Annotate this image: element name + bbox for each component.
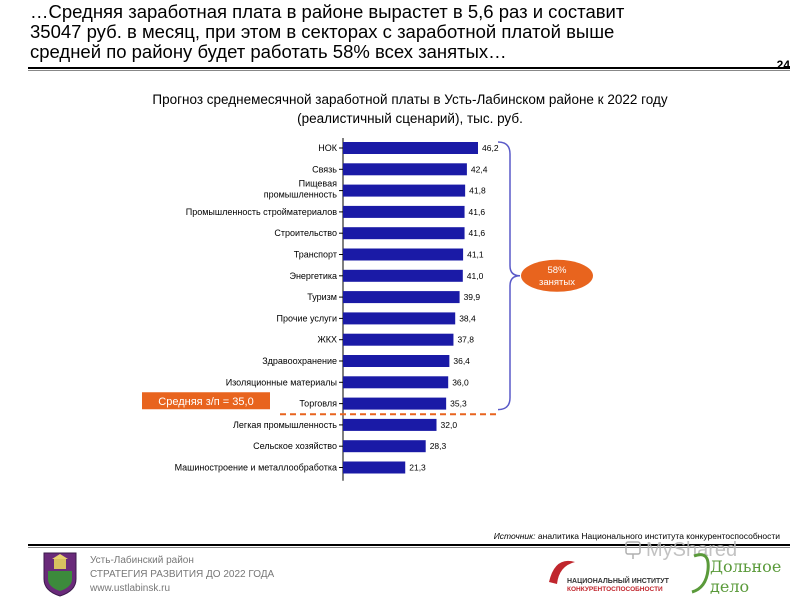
footer-divider-thin (28, 547, 790, 548)
headline-line-2: 35047 руб. в месяц, при этом в секторах … (30, 21, 615, 42)
footer-url[interactable]: www.ustlabinsk.ru (90, 583, 171, 594)
category-label-5: Транспорт (294, 250, 337, 260)
value-label-2: 41,8 (469, 186, 486, 196)
chart-title-line-2: (реалистичный сценарий), тыс. руб. (297, 111, 523, 126)
category-label-7: Туризм (307, 292, 337, 302)
bar-5 (343, 248, 464, 261)
value-label-6: 41,0 (467, 271, 484, 281)
bar-7 (343, 291, 460, 304)
footer-district: Усть-Лабинский район (90, 555, 194, 566)
value-label-7: 39,9 (464, 292, 481, 302)
bar-15 (343, 461, 406, 474)
value-label-3: 41,6 (469, 207, 486, 217)
slide-headline: …Средняя заработная плата в районе вырас… (30, 2, 730, 62)
category-label-3: Промышленность стройматериалов (186, 207, 337, 217)
header-divider (28, 67, 790, 69)
bar-9 (343, 333, 454, 346)
bar-10 (343, 355, 450, 367)
watermark-icon (625, 541, 641, 559)
nik-logo: НАЦИОНАЛЬНЫЙ ИНСТИТУТ КОНКУРЕНТОСПОСОБНО… (549, 560, 670, 593)
category-label-6: Энергетика (289, 271, 337, 281)
value-label-5: 41,1 (467, 250, 484, 260)
category-label-15: Машиностроение и металлообработка (175, 463, 337, 473)
bar-chart: 46,2 НОК 42,4 Связь 41,8 Пищеваяпромышленност… (142, 138, 593, 481)
bar-3 (343, 205, 465, 218)
footer-info: Усть-Лабинский район СТРАТЕГИЯ РАЗВИТИЯ … (90, 554, 274, 596)
bar-8 (343, 312, 456, 325)
category-label-8: Прочие услуги (277, 313, 337, 323)
bar-6 (343, 269, 463, 282)
page-number: 24 (776, 58, 790, 72)
value-label-14: 28,3 (430, 441, 447, 451)
nik-logo-line-1: НАЦИОНАЛЬНЫЙ ИНСТИТУТ (567, 576, 670, 585)
watermark: MyShared (625, 539, 737, 561)
value-label-10: 36,4 (453, 356, 470, 366)
category-label-13: Легкая промышленность (233, 420, 337, 430)
chart-title: Прогноз среднемесячной заработной платы … (100, 90, 720, 128)
category-label-4: Строительство (274, 228, 337, 238)
category-label-2-1: промышленность (264, 190, 338, 200)
value-label-8: 38,4 (459, 313, 476, 323)
value-label-9: 37,8 (457, 335, 474, 345)
watermark-text: MyShared (646, 539, 737, 561)
dp-logo: Дольное дело (691, 553, 781, 596)
headline-line-3: средней по району будет работать 58% все… (30, 41, 507, 62)
category-label-14: Сельское хозяйство (253, 441, 337, 451)
source-note: Источник: аналитика Национального инстит… (494, 531, 780, 541)
dp-leaf-icon (691, 553, 710, 594)
footer-strategy: СТРАТЕГИЯ РАЗВИТИЯ ДО 2022 ГОДА (90, 569, 275, 580)
value-label-0: 46,2 (482, 143, 499, 153)
bar-14 (343, 440, 426, 453)
bracket-badge-line-2: занятых (539, 277, 575, 288)
district-emblem-icon (43, 552, 77, 597)
category-label-1: Связь (312, 164, 337, 174)
value-label-1: 42,4 (471, 164, 488, 174)
source-text: аналитика Национального института конкур… (535, 531, 780, 541)
bar-13 (343, 418, 437, 431)
bracket-badge (521, 259, 593, 292)
footer-divider (28, 544, 790, 546)
category-label-0: НОК (318, 143, 338, 153)
category-label-10: Здравоохранение (262, 356, 337, 366)
bracket-badge-line-1: 58% (547, 265, 567, 276)
bar-0 (343, 142, 478, 154)
dp-logo-line-1: Дольное (710, 557, 781, 576)
header-divider-thin (28, 70, 790, 71)
bar-1 (343, 163, 467, 176)
bar-2 (343, 184, 466, 197)
category-label-11: Изоляционные материалы (226, 377, 337, 387)
value-label-15: 21,3 (409, 463, 426, 473)
category-label-2-0: Пищевая (299, 179, 337, 189)
nik-logo-line-2: КОНКУРЕНТОСПОСОБНОСТИ (567, 586, 663, 593)
category-label-9: ЖКХ (317, 335, 337, 345)
value-label-4: 41,6 (469, 228, 486, 238)
value-label-12: 35,3 (450, 399, 467, 409)
bracket (497, 141, 521, 411)
bar-12 (343, 397, 447, 410)
bar-11 (343, 376, 449, 389)
nik-swoosh-icon (549, 560, 575, 584)
average-label: Средняя з/п = 35,0 (158, 396, 253, 408)
category-label-12: Торговля (299, 399, 337, 409)
headline-line-1: …Средняя заработная плата в районе вырас… (30, 1, 625, 22)
dp-logo-line-2: дело (710, 577, 749, 596)
value-label-11: 36,0 (452, 377, 469, 387)
average-label-box (142, 392, 270, 410)
bar-4 (343, 227, 465, 240)
source-prefix: Источник: (493, 531, 536, 541)
chart-title-line-1: Прогноз среднемесячной заработной платы … (152, 92, 668, 107)
value-label-13: 32,0 (441, 420, 458, 430)
